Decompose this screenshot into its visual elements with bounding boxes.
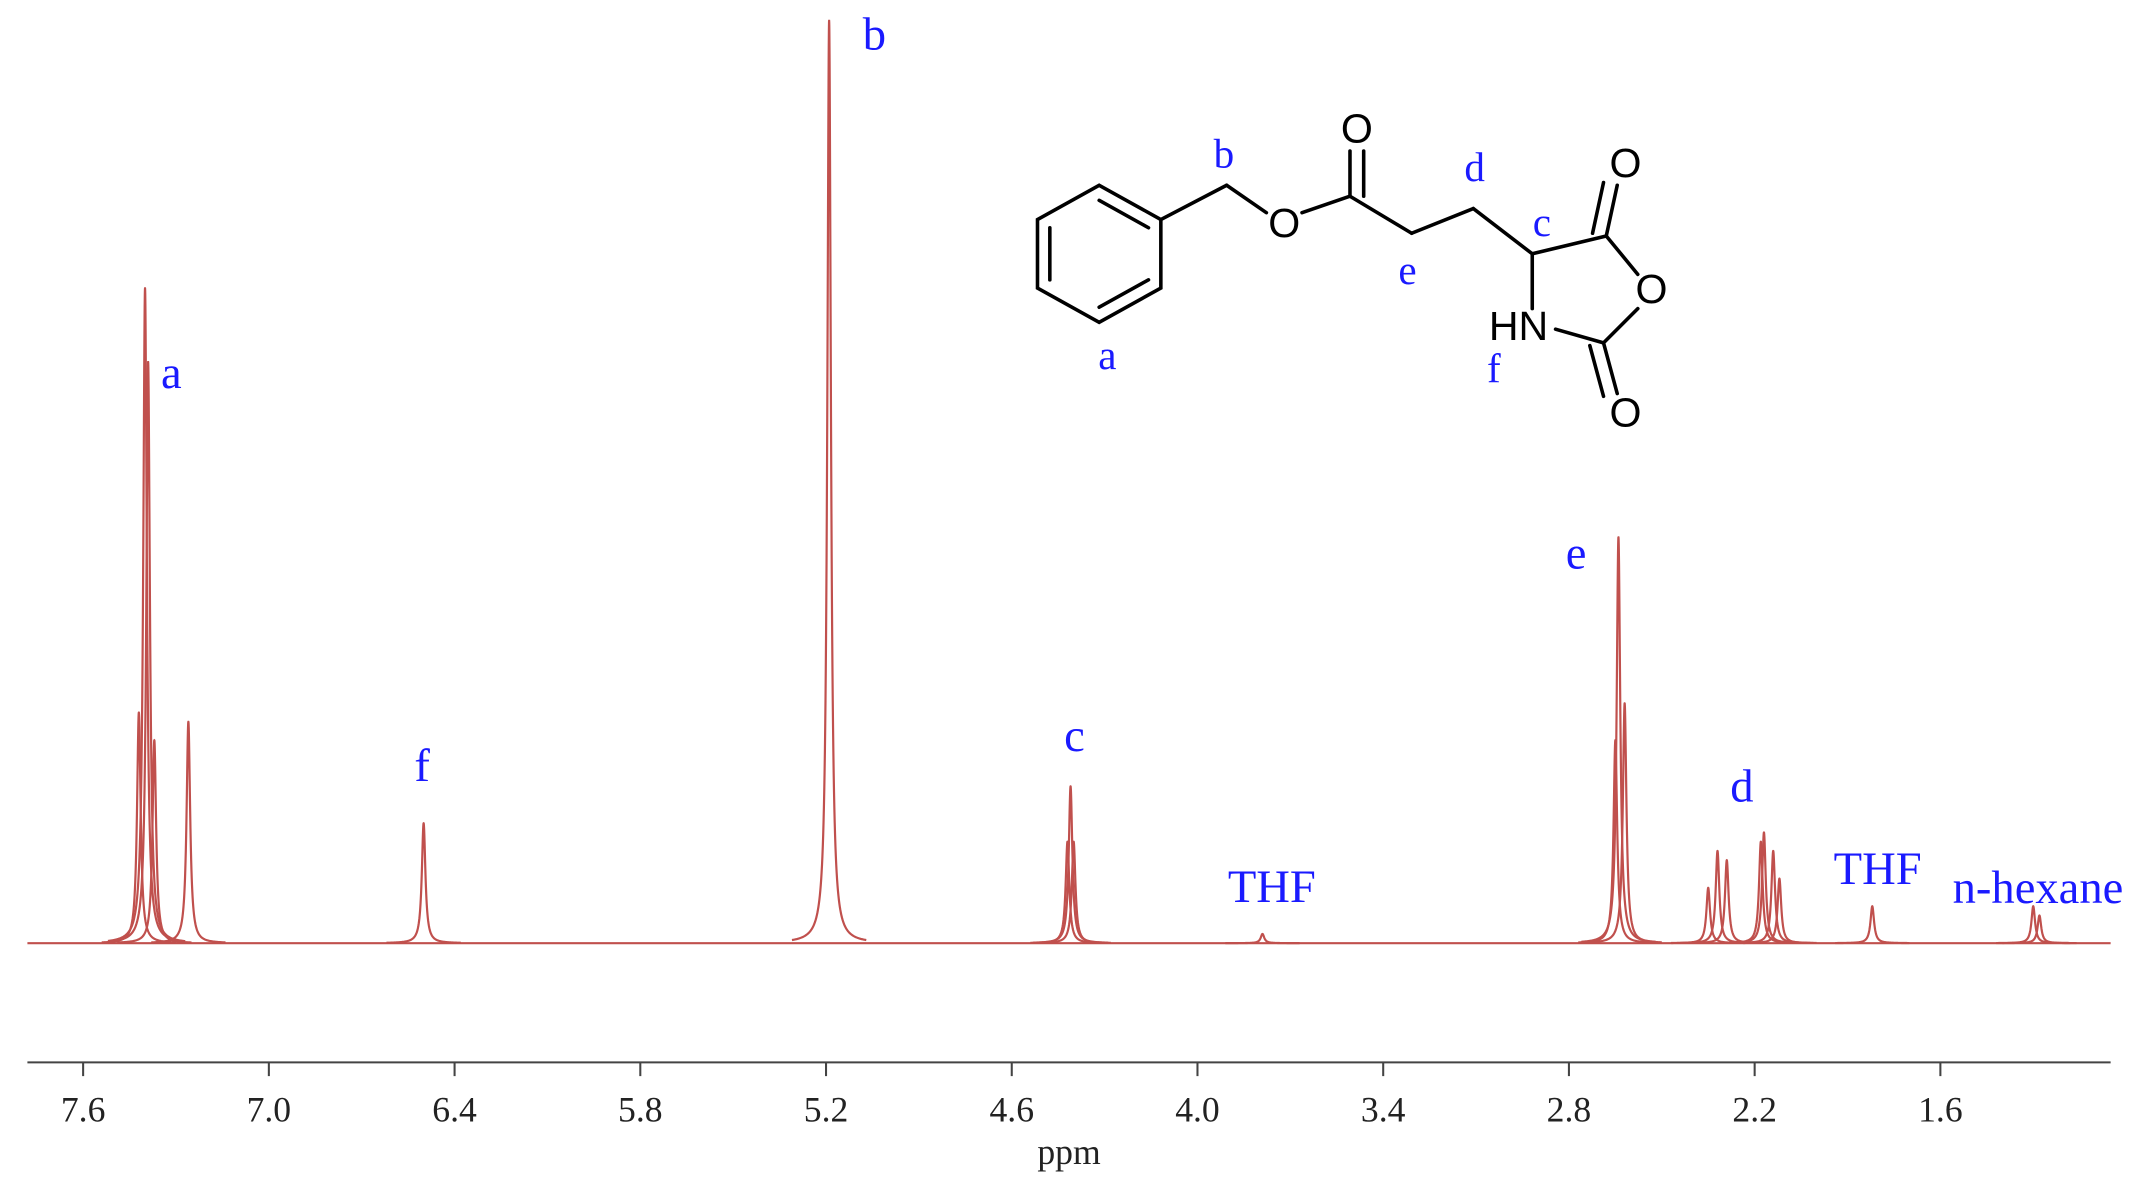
peak-label: a bbox=[161, 347, 182, 399]
atom: O bbox=[1609, 389, 1641, 435]
peak bbox=[1581, 536, 1656, 943]
atom: O bbox=[1341, 106, 1373, 152]
peak bbox=[1736, 849, 1811, 944]
peak-label: n-hexane bbox=[1953, 862, 2124, 914]
bond bbox=[1590, 180, 1606, 236]
x-tick-label: 7.6 bbox=[61, 1089, 106, 1129]
atom: O bbox=[1268, 200, 1300, 246]
peak bbox=[1036, 840, 1111, 944]
peak bbox=[2002, 914, 2077, 945]
bond bbox=[1224, 183, 1269, 215]
peak-label: f bbox=[414, 740, 430, 792]
bond bbox=[1097, 198, 1151, 230]
x-tick-label: 5.2 bbox=[804, 1089, 849, 1129]
x-tick-label: 7.0 bbox=[247, 1089, 292, 1129]
x-tick-label: 6.4 bbox=[432, 1089, 477, 1129]
x-tick-label: 2.2 bbox=[1732, 1089, 1777, 1129]
peak bbox=[791, 19, 867, 942]
chemical-structure: O O O O O HN a b c d e f bbox=[1035, 106, 1668, 435]
peak bbox=[151, 720, 226, 944]
structure-label: f bbox=[1487, 345, 1501, 391]
structure-label: d bbox=[1464, 144, 1485, 190]
structure-label: e bbox=[1398, 247, 1416, 293]
structure-label: c bbox=[1533, 199, 1551, 245]
bond bbox=[1604, 234, 1640, 277]
bond bbox=[1159, 183, 1229, 222]
benzene-ring bbox=[1035, 183, 1163, 325]
structure-label: b bbox=[1214, 130, 1235, 176]
x-tick-label: 5.8 bbox=[618, 1089, 663, 1129]
x-tick-label: 4.0 bbox=[1175, 1089, 1220, 1129]
bond bbox=[1601, 341, 1620, 396]
peak bbox=[1680, 849, 1755, 944]
x-tick-label: 4.6 bbox=[989, 1089, 1034, 1129]
peak bbox=[1587, 702, 1662, 944]
atom: O bbox=[1609, 140, 1641, 186]
bond bbox=[1348, 194, 1414, 236]
peak-label: c bbox=[1064, 710, 1085, 762]
peak bbox=[1742, 877, 1817, 945]
bond bbox=[1530, 234, 1609, 256]
peak-label: b bbox=[863, 8, 886, 60]
peak bbox=[386, 822, 461, 944]
bond bbox=[1553, 327, 1606, 345]
x-axis-label: ppm bbox=[1037, 1132, 1101, 1172]
bond bbox=[1601, 306, 1640, 345]
peak bbox=[1225, 932, 1300, 945]
atom: O bbox=[1636, 266, 1668, 312]
peak-label: e bbox=[1566, 528, 1587, 580]
peak bbox=[1689, 858, 1764, 944]
peak-label: THF bbox=[1228, 861, 1316, 913]
bond bbox=[1409, 206, 1476, 236]
peak bbox=[1835, 905, 1910, 945]
bond bbox=[1604, 183, 1620, 238]
x-tick-label: 3.4 bbox=[1361, 1089, 1406, 1129]
bond bbox=[1097, 278, 1151, 310]
peak-label: d bbox=[1730, 761, 1753, 813]
bond bbox=[1300, 194, 1352, 215]
peak-label: THF bbox=[1834, 843, 1922, 895]
peak bbox=[107, 287, 183, 943]
bond bbox=[1471, 206, 1535, 256]
atom: HN bbox=[1489, 303, 1548, 349]
x-tick-label: 1.6 bbox=[1918, 1089, 1963, 1129]
peak bbox=[1726, 831, 1802, 944]
x-tick-label: 2.8 bbox=[1547, 1089, 1592, 1129]
structure-label: a bbox=[1098, 332, 1116, 378]
bond bbox=[1588, 343, 1606, 399]
